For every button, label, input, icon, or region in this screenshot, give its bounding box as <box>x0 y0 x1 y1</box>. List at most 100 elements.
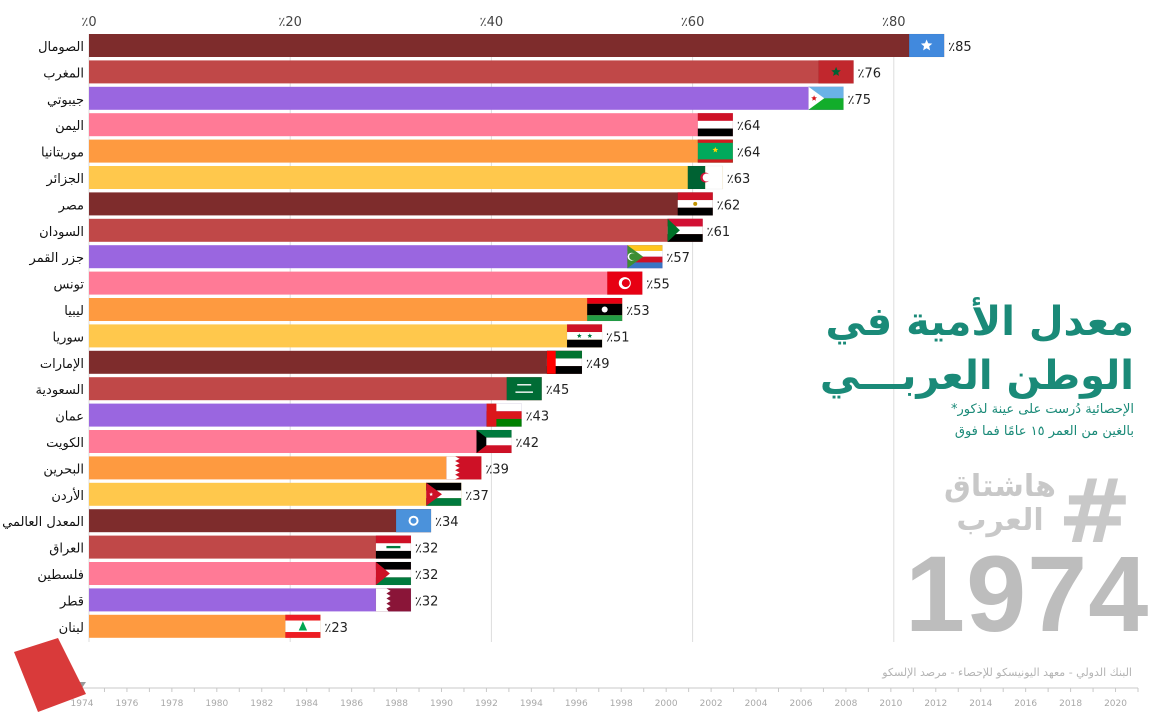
value-label: ٪34 <box>435 515 459 530</box>
category-label: لبنان <box>59 621 84 636</box>
morocco-flag-icon <box>818 60 854 84</box>
jordan-flag-icon <box>425 482 462 507</box>
timeline-label: 1994 <box>520 699 543 709</box>
timeline-label: 1998 <box>610 699 633 709</box>
value-label: ٪75 <box>848 93 872 108</box>
category-label: قطر <box>59 594 84 609</box>
value-label: ٪45 <box>546 383 570 398</box>
value-label: ٪55 <box>646 278 670 293</box>
bar <box>89 271 643 295</box>
bar <box>89 456 482 480</box>
value-label: ٪64 <box>737 146 761 161</box>
bar <box>89 86 844 110</box>
value-label: ٪32 <box>415 568 439 583</box>
current-year: 1974 <box>905 533 1150 654</box>
timeline-label: 1978 <box>160 699 183 709</box>
value-label: ٪32 <box>415 542 439 557</box>
category-label: المغرب <box>43 66 84 81</box>
value-label: ٪61 <box>707 225 731 240</box>
timeline-label: 1984 <box>295 699 318 709</box>
red-flag-marker <box>14 638 86 712</box>
bar <box>89 192 713 216</box>
value-label: ٪76 <box>858 66 882 81</box>
timeline-label: 1988 <box>385 699 408 709</box>
saudi-arabia-flag-icon <box>506 376 542 401</box>
chart-title-line2: الوطن العربـــي <box>819 353 1134 399</box>
hashtag-logo-line2: العرب <box>956 503 1044 538</box>
bar <box>89 350 582 374</box>
libya-flag-icon <box>586 297 623 322</box>
timeline-label: 1982 <box>250 699 273 709</box>
category-label: الأردن <box>51 487 84 504</box>
category-label: العراق <box>49 542 84 557</box>
timeline-label: 1992 <box>475 699 498 709</box>
bar <box>89 298 623 321</box>
value-label: ٪32 <box>415 594 439 609</box>
value-label: ٪85 <box>948 40 972 55</box>
timeline-label: 2002 <box>700 699 723 709</box>
bar <box>89 218 703 242</box>
category-label: اليمن <box>55 119 84 134</box>
source-credit: البنك الدولي - معهد اليونيسكو للإحصاء - … <box>882 666 1132 679</box>
sudan-flag-icon <box>667 218 703 243</box>
bar <box>89 139 733 163</box>
timeline-label: 2014 <box>969 699 992 709</box>
bar <box>89 60 854 84</box>
djibouti-flag-icon <box>808 86 844 111</box>
mauritania-flag-icon <box>697 139 734 163</box>
category-label: عمان <box>55 410 84 425</box>
category-label: موريتانيا <box>41 146 84 161</box>
bar <box>89 562 411 585</box>
category-label: البحرين <box>43 462 84 477</box>
bar <box>89 588 411 612</box>
kuwait-flag-icon <box>476 429 512 454</box>
hashtag-logo-text: هاشتاق العرب <box>940 470 1060 538</box>
timeline-label: 1974 <box>71 699 94 709</box>
timeline-label: 1990 <box>430 699 453 709</box>
iraq-flag-icon <box>375 535 412 559</box>
x-tick-label: ٪20 <box>278 15 302 30</box>
timeline-label: 2010 <box>879 699 902 709</box>
timeline-label: 2006 <box>790 699 813 709</box>
algeria-flag-icon <box>687 165 724 190</box>
category-label: الإمارات <box>40 357 84 372</box>
united-nations-flag-icon <box>395 508 432 533</box>
bar <box>89 324 603 348</box>
syria-flag-icon <box>566 324 603 348</box>
bar <box>89 377 542 401</box>
category-label: الصومال <box>38 40 84 55</box>
timeline-label: 2018 <box>1059 699 1082 709</box>
hashtag-logo-line1: هاشتاق <box>944 469 1056 504</box>
bar <box>89 509 432 533</box>
sample-note-line1: *الإحصائية دُرست على عينة لذكور <box>951 402 1134 417</box>
lebanon-flag-icon <box>285 614 321 639</box>
uae-flag-icon <box>546 350 583 375</box>
category-label: السعودية <box>35 383 84 398</box>
bar <box>89 34 945 57</box>
category-label: تونس <box>53 278 84 293</box>
timeline-label: 2016 <box>1014 699 1037 709</box>
category-label: ليبيا <box>64 304 84 319</box>
timeline-label: 2004 <box>745 699 768 709</box>
value-label: ٪62 <box>717 198 741 213</box>
timeline-label: 1986 <box>340 699 363 709</box>
hashtag-logo-icon: # <box>1058 460 1132 563</box>
qatar-flag-icon <box>375 588 412 612</box>
category-label: السودان <box>39 225 84 240</box>
x-tick-label: ٪0 <box>81 15 96 30</box>
category-label: جزر القمر <box>29 251 84 266</box>
sample-note-line2: بالغين من العمر ١٥ عامًا فما فوق <box>954 424 1134 439</box>
bar <box>89 166 723 189</box>
timeline-label: 1980 <box>205 699 228 709</box>
somalia-flag-icon <box>908 33 945 58</box>
x-tick-label: ٪60 <box>681 15 705 30</box>
value-label: ٪43 <box>526 410 550 425</box>
value-label: ٪64 <box>737 119 761 134</box>
tunisia-flag-icon <box>607 271 643 295</box>
oman-flag-icon <box>486 403 522 427</box>
chart-title-line1: معدل الأمية في <box>825 299 1134 345</box>
value-label: ٪39 <box>485 462 509 477</box>
comoros-flag-icon <box>627 244 663 269</box>
bar <box>89 482 462 506</box>
value-label: ٪57 <box>666 251 690 266</box>
